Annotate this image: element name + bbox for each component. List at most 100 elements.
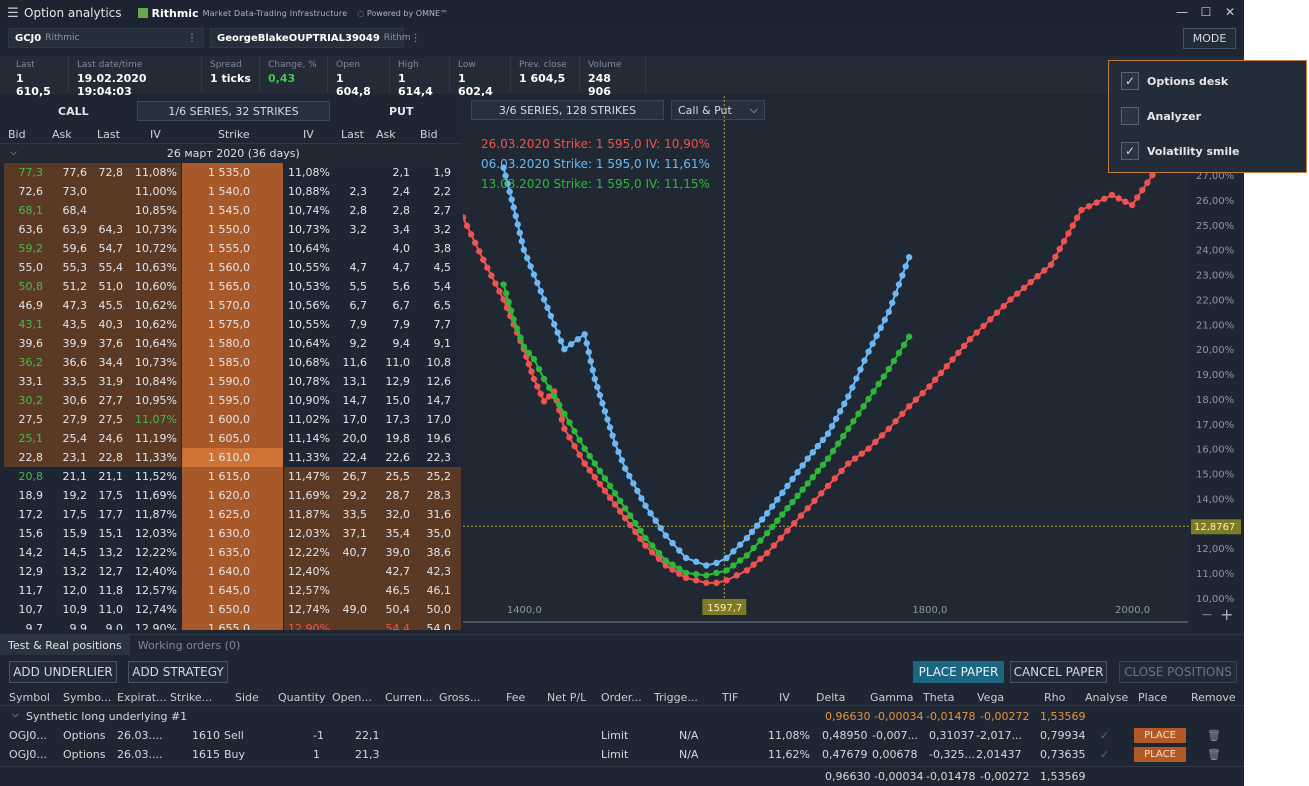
positions-tab[interactable]: Working orders (0) [137,639,241,652]
table-row[interactable]: 14,2 14,5 13,2 12,22% 1 635,0 12,22% 40,7 39,0 3… [0,543,462,562]
cancel-paper-button[interactable]: CANCEL PAPER [1010,661,1107,683]
chevron-down-icon[interactable]: ⌵ [12,710,19,720]
add-strategy-button[interactable]: ADD STRATEGY [128,661,228,683]
column-header[interactable]: Strike [218,128,250,141]
table-row[interactable]: 25,1 25,4 24,6 11,19% 1 605,0 11,14% 20,0 19,8 1… [0,429,462,448]
table-row[interactable]: 9,7 9,9 9,0 12,90% 1 655,0 12,90% 54,4 54,0 [0,619,462,630]
column-header[interactable]: IV [150,128,161,141]
checkbox[interactable]: ✓ [1121,142,1139,160]
series-point [875,380,882,388]
mode-menu-item[interactable]: Analyzer [1121,107,1201,125]
chain-series-button[interactable]: 1/6 SERIES, 32 STRIKES [137,101,330,121]
positions-column-header[interactable]: Trigge... [654,691,698,704]
table-row[interactable]: 17,2 17,5 17,7 11,87% 1 625,0 11,87% 33,5 32,0 3… [0,505,462,524]
positions-column-header[interactable]: Symbol [9,691,50,704]
place-button[interactable]: PLACE [1134,728,1186,743]
trash-icon[interactable]: 🗑 [1207,729,1221,742]
checkbox[interactable] [1121,107,1139,125]
account-selector[interactable]: GeorgeBlakeOUPTRIAL39049 Rithm ⋮ [210,28,421,48]
mode-menu-item[interactable]: ✓ Options desk [1121,72,1228,90]
table-row[interactable]: 27,5 27,9 27,5 11,07% 1 600,0 11,02% 17,0 17,3 1… [0,410,462,429]
table-row[interactable]: 46,9 47,3 45,5 10,62% 1 570,0 10,56% 6,7 6,7 6,5 [0,296,462,315]
trash-icon[interactable]: 🗑 [1207,748,1221,761]
table-row[interactable]: 59,2 59,6 54,7 10,72% 1 555,0 10,64% 4,0 3,8 [0,239,462,258]
table-row[interactable]: 39,6 39,9 37,6 10,64% 1 580,0 10,64% 9,2 9,4 9,1 [0,334,462,353]
expiration-row[interactable]: ⌵ 26 март 2020 (36 days) [0,144,462,162]
positions-column-header[interactable]: Theta [923,691,955,704]
column-header[interactable]: Ask [52,128,72,141]
positions-column-header[interactable]: Gamma [870,691,914,704]
more-icon[interactable]: ⋮ [187,32,197,44]
place-paper-button[interactable]: PLACE PAPER [913,661,1004,683]
table-row[interactable]: 72,6 73,0 11,00% 1 540,0 10,88% 2,3 2,4 2,2 [0,182,462,201]
positions-column-header[interactable]: Remove [1191,691,1236,704]
add-underlier-button[interactable]: ADD UNDERLIER [9,661,117,683]
table-row[interactable]: 36,2 36,6 34,4 10,73% 1 585,0 10,68% 11,6 11,0 1… [0,353,462,372]
table-row[interactable]: 55,0 55,3 55,4 10,63% 1 560,0 10,55% 4,7 4,7 4,5 [0,258,462,277]
positions-column-header[interactable]: Fee [506,691,526,704]
column-header[interactable]: Bid [8,128,26,141]
strike-bg [182,486,283,505]
table-row[interactable]: 15,6 15,9 15,1 12,03% 1 630,0 12,03% 37,1 35,4 3… [0,524,462,543]
positions-column-header[interactable]: Expirat... [117,691,167,704]
position-row[interactable]: OGJ0... Options 26.03.... 1615 Buy 1 21,3 Limit… [0,745,1244,764]
place-button[interactable]: PLACE [1134,747,1186,762]
column-header[interactable]: Last [341,128,364,141]
column-header[interactable]: Last [97,128,120,141]
hamburger-icon[interactable]: ☰ [7,5,19,21]
zoom-in-icon[interactable]: + [1220,605,1233,624]
positions-column-header[interactable]: Net P/L [547,691,587,704]
close-icon[interactable]: ✕ [1224,5,1236,19]
symbol-selector[interactable]: GCJ0 Rithmic ⋮ [8,28,204,48]
mode-menu-item[interactable]: ✓ Volatility smile [1121,142,1240,160]
series-point [611,501,619,508]
mode-button[interactable]: MODE [1183,28,1236,49]
positions-column-header[interactable]: Open... [332,691,372,704]
minimize-icon[interactable]: — [1176,5,1188,19]
table-row[interactable]: 12,9 13,2 12,7 12,40% 1 640,0 12,40% 42,7 42,3 [0,562,462,581]
positions-tab[interactable]: Test & Real positions [0,635,130,655]
analyse-checkbox[interactable]: ✓ [1100,729,1110,742]
positions-column-header[interactable]: Quantity [278,691,326,704]
positions-column-header[interactable]: Vega [977,691,1005,704]
positions-column-header[interactable]: Analyse [1085,691,1129,704]
positions-column-header[interactable]: Place [1138,691,1168,704]
column-header[interactable]: IV [303,128,314,141]
table-row[interactable]: 11,7 12,0 11,8 12,57% 1 645,0 12,57% 46,5 46,1 [0,581,462,600]
column-header[interactable]: Ask [376,128,396,141]
position-row[interactable]: OGJ0... Options 26.03.... 1610 Sell -1 22,1 Lim… [0,726,1244,745]
positions-column-header[interactable]: Curren... [385,691,433,704]
table-row[interactable]: 63,6 63,9 64,3 10,73% 1 550,0 10,73% 3,2 3,4 3,2 [0,220,462,239]
analyse-checkbox[interactable]: ✓ [1100,748,1110,761]
positions-column-header[interactable]: TIF [722,691,739,704]
more-icon[interactable]: ⋮ [410,32,421,44]
table-row[interactable]: 18,9 19,2 17,5 11,69% 1 620,0 11,69% 29,2 28,7 2… [0,486,462,505]
table-row[interactable]: 22,8 23,1 22,8 11,33% 1 610,0 11,33% 22,4 22,6 2… [0,448,462,467]
positions-column-header[interactable]: Symbo... [63,691,112,704]
table-row[interactable]: 77,3 77,6 72,8 11,08% 1 535,0 11,08% 2,1 1,9 [0,163,462,182]
positions-column-header[interactable]: Side [235,691,259,704]
view-select[interactable]: Call & Put ⌵ [671,100,765,120]
chart-series-button[interactable]: 3/6 SERIES, 128 STRIKES [471,100,664,120]
table-row[interactable]: 68,1 68,4 10,85% 1 545,0 10,74% 2,8 2,8 2,7 [0,201,462,220]
positions-column-header[interactable]: IV [779,691,790,704]
zoom-out-icon[interactable]: − [1201,607,1213,623]
positions-column-header[interactable]: Order... [601,691,642,704]
table-row[interactable]: 50,8 51,2 51,0 10,60% 1 565,0 10,53% 5,5 5,6 5,4 [0,277,462,296]
column-header[interactable]: Bid [420,128,438,141]
positions-column-header[interactable]: Gross... [439,691,481,704]
position-group-row[interactable]: ⌵ Synthetic long underlying #1 0,96630 -… [0,707,1244,726]
chevron-down-icon[interactable]: ⌵ [10,148,17,158]
table-row[interactable]: 30,2 30,6 27,7 10,95% 1 595,0 10,90% 14,7 15,0 1… [0,391,462,410]
close-positions-button[interactable]: CLOSE POSITIONS [1119,661,1237,683]
table-row[interactable]: 10,7 10,9 11,0 12,74% 1 650,0 12,74% 49,0 50,4 5… [0,600,462,619]
positions-column-header[interactable]: Strike... [170,691,213,704]
maximize-icon[interactable]: ☐ [1200,5,1212,19]
checkbox[interactable]: ✓ [1121,72,1139,90]
positions-column-header[interactable]: Delta [816,691,846,704]
table-row[interactable]: 33,1 33,5 31,9 10,84% 1 590,0 10,78% 13,1 12,9 1… [0,372,462,391]
volatility-smile-chart[interactable]: 3/6 SERIES, 128 STRIKES Call & Put ⌵ 10,… [463,96,1243,630]
table-row[interactable]: 43,1 43,5 40,3 10,62% 1 575,0 10,55% 7,9 7,9 7,7 [0,315,462,334]
positions-column-header[interactable]: Rho [1044,691,1066,704]
table-row[interactable]: 20,8 21,1 21,1 11,52% 1 615,0 11,47% 26,7 25,5 2… [0,467,462,486]
